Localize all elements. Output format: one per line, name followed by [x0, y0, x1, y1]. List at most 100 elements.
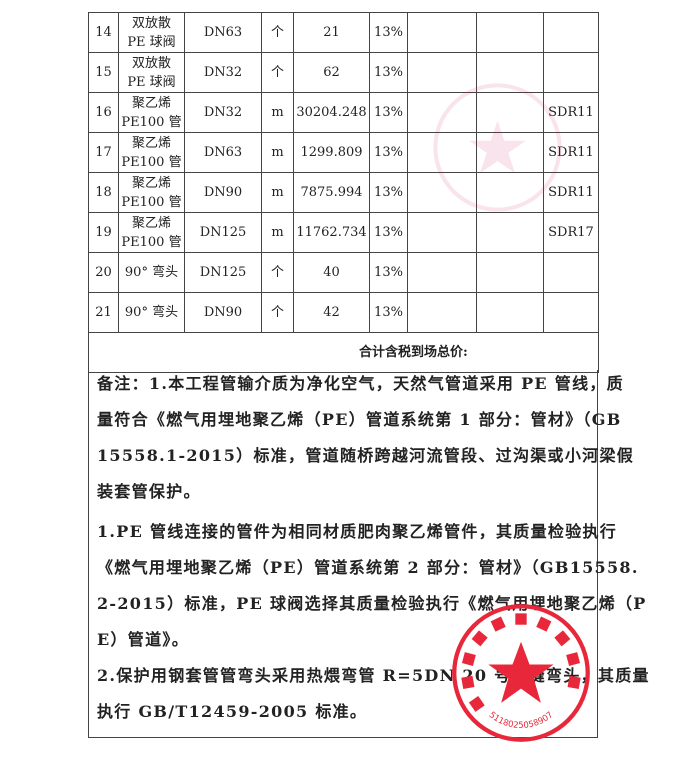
- cell-c8: [476, 132, 544, 173]
- table-row: 21 90° 弯头 DN90 个 42 13%: [88, 292, 599, 333]
- cell-remark: SDR11: [543, 132, 599, 173]
- seal-mark: [490, 616, 506, 632]
- seal-mark: [536, 616, 552, 632]
- total-price-label: 合计含税到场总价:: [88, 332, 599, 373]
- item-name-line: 双放散: [131, 55, 171, 71]
- cell-name: 双放散 PE 球阀: [118, 12, 185, 53]
- cell-tax: 13%: [369, 52, 408, 93]
- table-row: 17 聚乙烯 PE100 管 DN63 m 1299.809 13% SDR11: [88, 132, 599, 173]
- cell-tax: 13%: [369, 132, 408, 173]
- item-name-line: 聚乙烯: [131, 95, 171, 111]
- cell-no: 21: [88, 292, 119, 333]
- table-row: 15 双放散 PE 球阀 DN32 个 62 13%: [88, 52, 599, 93]
- item-name-line: PE100 管: [121, 194, 182, 210]
- seal-mark: [471, 630, 488, 647]
- cell-qty: 30204.248: [293, 92, 370, 133]
- cell-name: 聚乙烯 PE100 管: [118, 212, 185, 253]
- cell-remark: [543, 12, 599, 53]
- cell-qty: 7875.994: [293, 172, 370, 213]
- cell-c7: [407, 292, 477, 333]
- item-name-line: PE100 管: [121, 154, 182, 170]
- seal-mark: [566, 652, 581, 666]
- cell-remark: [543, 292, 599, 333]
- seal-mark: [461, 675, 475, 689]
- note-line: E）管道》。: [97, 630, 189, 649]
- item-name-line: PE 球阀: [127, 34, 176, 50]
- cell-spec: DN63: [184, 12, 262, 53]
- item-name-line: 90° 弯头: [124, 265, 179, 280]
- cell-spec: DN125: [184, 212, 262, 253]
- cell-c7: [407, 252, 477, 293]
- cell-c7: [407, 92, 477, 133]
- note-line: 《燃气用埋地聚乙烯（PE）管道系统第 2 部分：管材》（GB15558.: [97, 558, 639, 577]
- cell-spec: DN32: [184, 52, 262, 93]
- cell-unit: 个: [261, 12, 294, 53]
- cell-name: 90° 弯头: [118, 292, 185, 333]
- table-row: 14 双放散 PE 球阀 DN63 个 21 13%: [88, 12, 599, 53]
- cell-c8: [476, 212, 544, 253]
- cell-unit: m: [261, 212, 294, 253]
- cell-qty: 42: [293, 292, 370, 333]
- seal-mark: [554, 630, 571, 647]
- seal-mark: [515, 613, 527, 625]
- item-name-line: 90° 弯头: [124, 305, 179, 320]
- seal-mark: [468, 696, 485, 712]
- cell-spec: DN90: [184, 292, 262, 333]
- note-line: 1.PE 管线连接的管件为相同材质肥肉聚乙烯管件，其质量检验执行: [97, 522, 618, 541]
- cell-unit: 个: [261, 252, 294, 293]
- cell-c8: [476, 292, 544, 333]
- cell-no: 17: [88, 132, 119, 173]
- cell-spec: DN90: [184, 172, 262, 213]
- cell-qty: 11762.734: [293, 212, 370, 253]
- item-name-line: 聚乙烯: [131, 135, 171, 151]
- cell-tax: 13%: [369, 92, 408, 133]
- item-name-line: 双放散: [131, 15, 171, 31]
- cell-c7: [407, 12, 477, 53]
- cell-name: 聚乙烯 PE100 管: [118, 132, 185, 173]
- seal-mark: [461, 652, 476, 666]
- cell-no: 14: [88, 12, 119, 53]
- cell-tax: 13%: [369, 172, 408, 213]
- cell-tax: 13%: [369, 212, 408, 253]
- company-seal-icon: 5118025058907: [452, 604, 590, 742]
- table-row: 19 聚乙烯 PE100 管 DN125 m 11762.734 13% SDR17: [88, 212, 599, 253]
- cell-unit: m: [261, 92, 294, 133]
- cell-qty: 62: [293, 52, 370, 93]
- cell-no: 16: [88, 92, 119, 133]
- faint-stamp-icon: [433, 83, 562, 212]
- cell-no: 19: [88, 212, 119, 253]
- seal-lettering-marks: [461, 613, 581, 712]
- cell-qty: 1299.809: [293, 132, 370, 173]
- cell-unit: m: [261, 132, 294, 173]
- cell-qty: 40: [293, 252, 370, 293]
- materials-table: 14 双放散 PE 球阀 DN63 个 21 13% 15 双放散 PE 球阀 DN32 个 62 13%…: [88, 12, 599, 373]
- seal-number: 5118025058907: [487, 710, 556, 731]
- seal-mark: [567, 675, 581, 689]
- table-row: 20 90° 弯头 DN125 个 40 13%: [88, 252, 599, 293]
- cell-tax: 13%: [369, 12, 408, 53]
- cell-unit: 个: [261, 52, 294, 93]
- cell-no: 18: [88, 172, 119, 213]
- cell-name: 聚乙烯 PE100 管: [118, 172, 185, 213]
- cell-tax: 13%: [369, 252, 408, 293]
- cell-qty: 21: [293, 12, 370, 53]
- cell-remark: SDR17: [543, 212, 599, 253]
- note-line: 15558.1-2015）标准，管道随桥跨越河流管段、过沟渠或小河梁假: [97, 446, 635, 465]
- note-line: 量符合《燃气用埋地聚乙烯（PE）管道系统第 1 部分：管材》（GB: [97, 410, 622, 429]
- cell-c8: [476, 252, 544, 293]
- item-name-line: PE100 管: [121, 234, 182, 250]
- cell-c7: [407, 212, 477, 253]
- cell-name: 聚乙烯 PE100 管: [118, 92, 185, 133]
- cell-no: 15: [88, 52, 119, 93]
- cell-name: 90° 弯头: [118, 252, 185, 293]
- cell-unit: 个: [261, 292, 294, 333]
- note-line: 装套管保护。: [97, 482, 201, 501]
- cell-name: 双放散 PE 球阀: [118, 52, 185, 93]
- cell-spec: DN63: [184, 132, 262, 173]
- cell-spec: DN125: [184, 252, 262, 293]
- cell-c8: [476, 92, 544, 133]
- item-name-line: PE100 管: [121, 114, 182, 130]
- cell-remark: [543, 252, 599, 293]
- cell-tax: 13%: [369, 292, 408, 333]
- item-name-line: 聚乙烯: [131, 175, 171, 191]
